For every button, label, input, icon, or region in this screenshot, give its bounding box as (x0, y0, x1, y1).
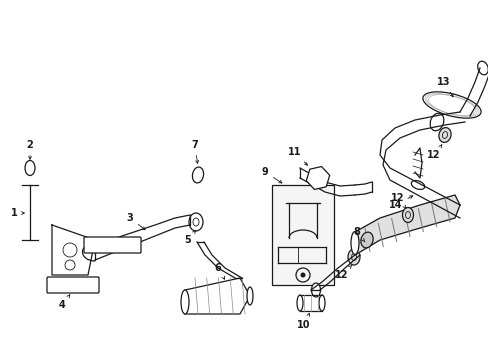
Ellipse shape (429, 113, 443, 131)
Ellipse shape (318, 295, 325, 311)
Ellipse shape (181, 290, 189, 314)
Ellipse shape (360, 232, 372, 248)
Text: 6: 6 (214, 263, 224, 279)
Ellipse shape (311, 283, 320, 297)
Text: 1: 1 (11, 208, 24, 218)
Ellipse shape (438, 127, 450, 143)
Ellipse shape (402, 207, 413, 222)
Polygon shape (52, 225, 95, 275)
Bar (271, 185, 333, 285)
FancyBboxPatch shape (47, 277, 99, 293)
Text: 10: 10 (297, 313, 310, 330)
Text: 12: 12 (335, 265, 351, 280)
Text: 13: 13 (436, 77, 452, 97)
Text: 14: 14 (388, 196, 412, 210)
Ellipse shape (410, 181, 424, 189)
Text: 8: 8 (353, 227, 364, 242)
Text: 3: 3 (126, 213, 145, 230)
Ellipse shape (296, 295, 303, 311)
Text: 5: 5 (184, 230, 196, 245)
Ellipse shape (422, 92, 480, 118)
Text: 4: 4 (59, 295, 70, 310)
Text: 7: 7 (191, 140, 198, 163)
Ellipse shape (246, 287, 252, 305)
Polygon shape (184, 278, 249, 314)
Text: 2: 2 (26, 140, 33, 159)
Text: 11: 11 (287, 147, 307, 165)
Text: 12: 12 (427, 145, 441, 160)
Polygon shape (354, 195, 459, 255)
Ellipse shape (350, 231, 358, 255)
Text: 9: 9 (261, 167, 281, 183)
FancyBboxPatch shape (84, 237, 141, 253)
Circle shape (300, 273, 305, 278)
Text: 12: 12 (390, 193, 405, 208)
Ellipse shape (347, 249, 359, 265)
Ellipse shape (477, 61, 488, 75)
